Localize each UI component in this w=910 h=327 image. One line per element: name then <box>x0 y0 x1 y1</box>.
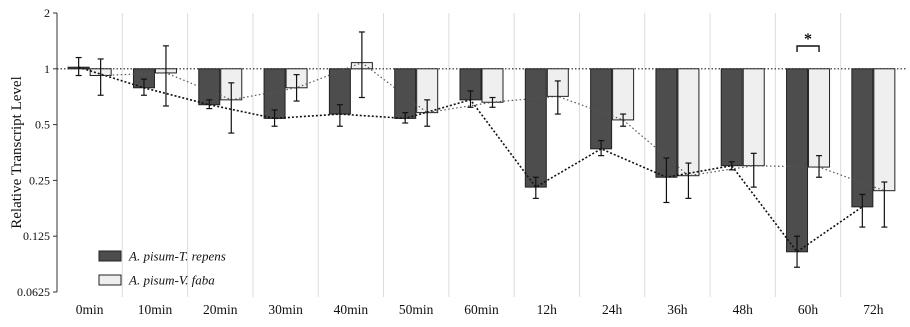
x-tick-label: 72h <box>863 302 884 317</box>
legend-label: A. pisum-T. repens <box>128 249 226 264</box>
bar <box>808 68 831 168</box>
legend-label: A. pisum-V. faba <box>128 273 215 288</box>
bar <box>851 68 874 208</box>
legend: A. pisum-T. repens A. pisum-V. faba <box>98 249 226 288</box>
y-tick-label: 2 <box>44 6 50 20</box>
x-tick-label: 40min <box>334 302 369 317</box>
significance-bracket <box>796 45 820 52</box>
legend-swatch <box>98 250 122 262</box>
bar <box>524 68 547 188</box>
bars <box>67 62 896 253</box>
x-tick-label: 0min <box>76 302 104 317</box>
bar <box>394 68 417 119</box>
y-tick-label: 0.5 <box>35 118 50 132</box>
x-tick-label: 60min <box>464 302 499 317</box>
x-tick-label: 30min <box>268 302 303 317</box>
x-tick-label: 60h <box>798 302 819 317</box>
bar <box>742 68 765 167</box>
legend-swatch <box>98 274 122 286</box>
bar <box>677 68 700 177</box>
y-axis-label: Relative Transcript Level <box>9 76 25 228</box>
x-tick-label: 50min <box>399 302 434 317</box>
x-tick-label: 12h <box>537 302 558 317</box>
significance-star: * <box>804 31 812 48</box>
x-axis-labels: 0min 10min 20min 30min 40min 50min 60min 12h 24h… <box>76 302 884 317</box>
y-tick-label: 0.25 <box>29 173 50 187</box>
error-bars <box>75 31 888 268</box>
y-tick-label: 0.125 <box>23 229 50 243</box>
x-tick-label: 20min <box>203 302 238 317</box>
bar <box>873 68 896 192</box>
x-tick-label: 48h <box>733 302 754 317</box>
group-separators <box>121 13 842 297</box>
bar <box>612 68 635 121</box>
y-tick-label: 1 <box>44 62 50 76</box>
y-tick-label: 0.0625 <box>17 285 50 299</box>
x-tick-label: 10min <box>138 302 173 317</box>
x-tick-label: 36h <box>667 302 688 317</box>
annotations: * <box>796 31 820 52</box>
bar <box>786 68 809 253</box>
x-tick-label: 24h <box>602 302 623 317</box>
bar <box>720 68 743 167</box>
